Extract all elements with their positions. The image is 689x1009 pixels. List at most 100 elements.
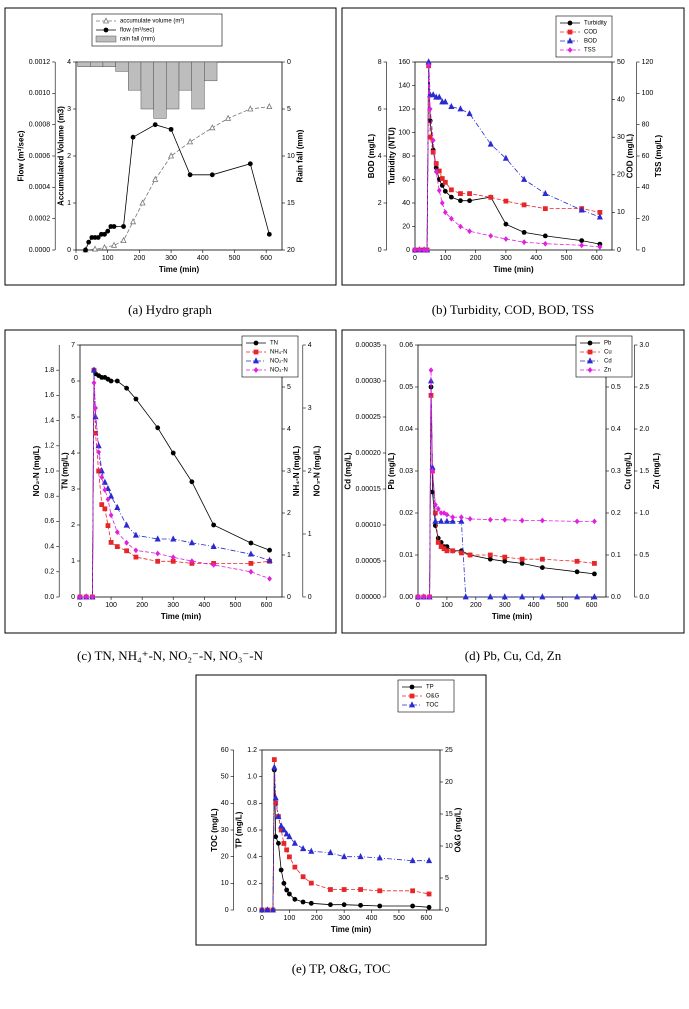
y-tick-label: 4 — [71, 450, 75, 457]
marker — [458, 550, 464, 556]
marker — [502, 558, 508, 564]
y-tick-label: 0.0 — [44, 594, 54, 601]
marker — [357, 852, 364, 860]
y-tick-label: 0.8 — [44, 493, 54, 500]
marker — [358, 887, 363, 892]
marker — [292, 864, 298, 870]
marker — [597, 210, 603, 215]
marker — [101, 478, 108, 485]
y-tick-label: 3.0 — [639, 342, 649, 349]
y-tick-label: 80 — [642, 122, 650, 129]
y-tick-label: 0 — [287, 59, 291, 66]
marker — [269, 906, 277, 913]
marker — [258, 906, 266, 913]
marker — [458, 223, 463, 230]
x-tick-label: 200 — [470, 255, 482, 262]
marker — [467, 198, 472, 204]
x-tick-label: 0 — [416, 602, 420, 609]
marker — [436, 187, 442, 194]
marker — [101, 243, 108, 251]
y-tick-label: 0 — [308, 594, 312, 601]
bar — [102, 61, 116, 67]
marker — [542, 240, 548, 247]
y-tick-label: 0.05 — [399, 384, 413, 391]
marker — [415, 594, 421, 600]
panel-frame — [4, 7, 337, 286]
marker — [111, 224, 117, 229]
marker — [438, 544, 444, 549]
marker — [443, 517, 450, 524]
marker — [539, 593, 546, 600]
y-tick-label: 2.0 — [639, 426, 649, 433]
x-tick-label: 400 — [528, 602, 540, 609]
x-axis-title: Time (min) — [161, 612, 202, 621]
x-tick-label: 600 — [420, 915, 432, 922]
y-axis-title: TN (mg/L) — [60, 452, 69, 490]
marker — [99, 474, 105, 481]
marker — [587, 367, 593, 373]
y-tick-label: 0.0010 — [29, 90, 51, 97]
y-tick-label: 0.2 — [44, 569, 54, 576]
marker — [248, 561, 254, 566]
legend-label: TSS — [584, 48, 596, 54]
marker — [189, 558, 195, 564]
y-tick-label: 4 — [308, 342, 312, 349]
marker — [441, 510, 447, 516]
y-tick-label: 0.4 — [44, 543, 54, 550]
marker — [105, 228, 111, 234]
marker — [377, 888, 383, 894]
y-tick-label: 0.0002 — [29, 216, 51, 223]
y-tick-label: 10 — [617, 209, 625, 216]
marker — [427, 134, 433, 140]
x-tick-label: 400 — [366, 915, 378, 922]
marker — [487, 140, 494, 147]
y-tick-label: 0.5 — [611, 384, 621, 391]
y-tick-label: 0.01 — [399, 552, 413, 559]
y-tick-label: 140 — [398, 82, 410, 89]
marker — [539, 556, 545, 562]
y-tick-label: 0 — [642, 247, 646, 254]
marker — [458, 198, 463, 204]
bar — [191, 61, 205, 110]
marker — [435, 540, 441, 545]
y-tick-label: 0 — [71, 594, 75, 601]
marker — [86, 239, 92, 245]
marker — [133, 554, 139, 560]
y-tick-label: 160 — [398, 59, 410, 66]
marker — [502, 516, 508, 523]
marker — [292, 896, 298, 902]
y-tick-label: 1.6 — [44, 392, 54, 399]
y-tick-label: 0.0004 — [29, 184, 51, 191]
marker — [579, 238, 585, 244]
y-axis-title: Cu (mg/L) — [624, 452, 633, 490]
marker — [187, 138, 194, 145]
caption: (a) Hydro graph — [128, 302, 212, 317]
marker — [276, 840, 281, 846]
marker — [121, 224, 126, 229]
x-tick-label: 200 — [311, 915, 323, 922]
plot-frame — [261, 749, 441, 911]
y-tick-label: 1.8 — [44, 367, 54, 374]
y-axis-title: O&G (mg/L) — [454, 807, 463, 852]
y-axis-title: BOD (mg/L) — [367, 133, 376, 178]
marker — [579, 242, 585, 249]
y-tick-label: 0.2 — [247, 880, 257, 887]
marker — [430, 91, 437, 98]
marker — [539, 517, 545, 524]
x-tick-label: 300 — [338, 915, 350, 922]
marker — [108, 492, 115, 499]
marker — [448, 102, 455, 110]
marker — [123, 521, 130, 528]
y-tick-label: 1.2 — [44, 443, 54, 450]
marker — [189, 479, 195, 485]
marker — [444, 511, 450, 518]
marker — [574, 593, 581, 600]
marker — [211, 522, 217, 528]
x-tick-label: 0 — [260, 915, 264, 922]
marker — [108, 378, 114, 384]
marker — [442, 179, 448, 185]
y-tick-label: 1 — [287, 552, 291, 559]
y-tick-label: 4 — [67, 59, 71, 66]
y-tick-label: 80 — [402, 153, 410, 160]
